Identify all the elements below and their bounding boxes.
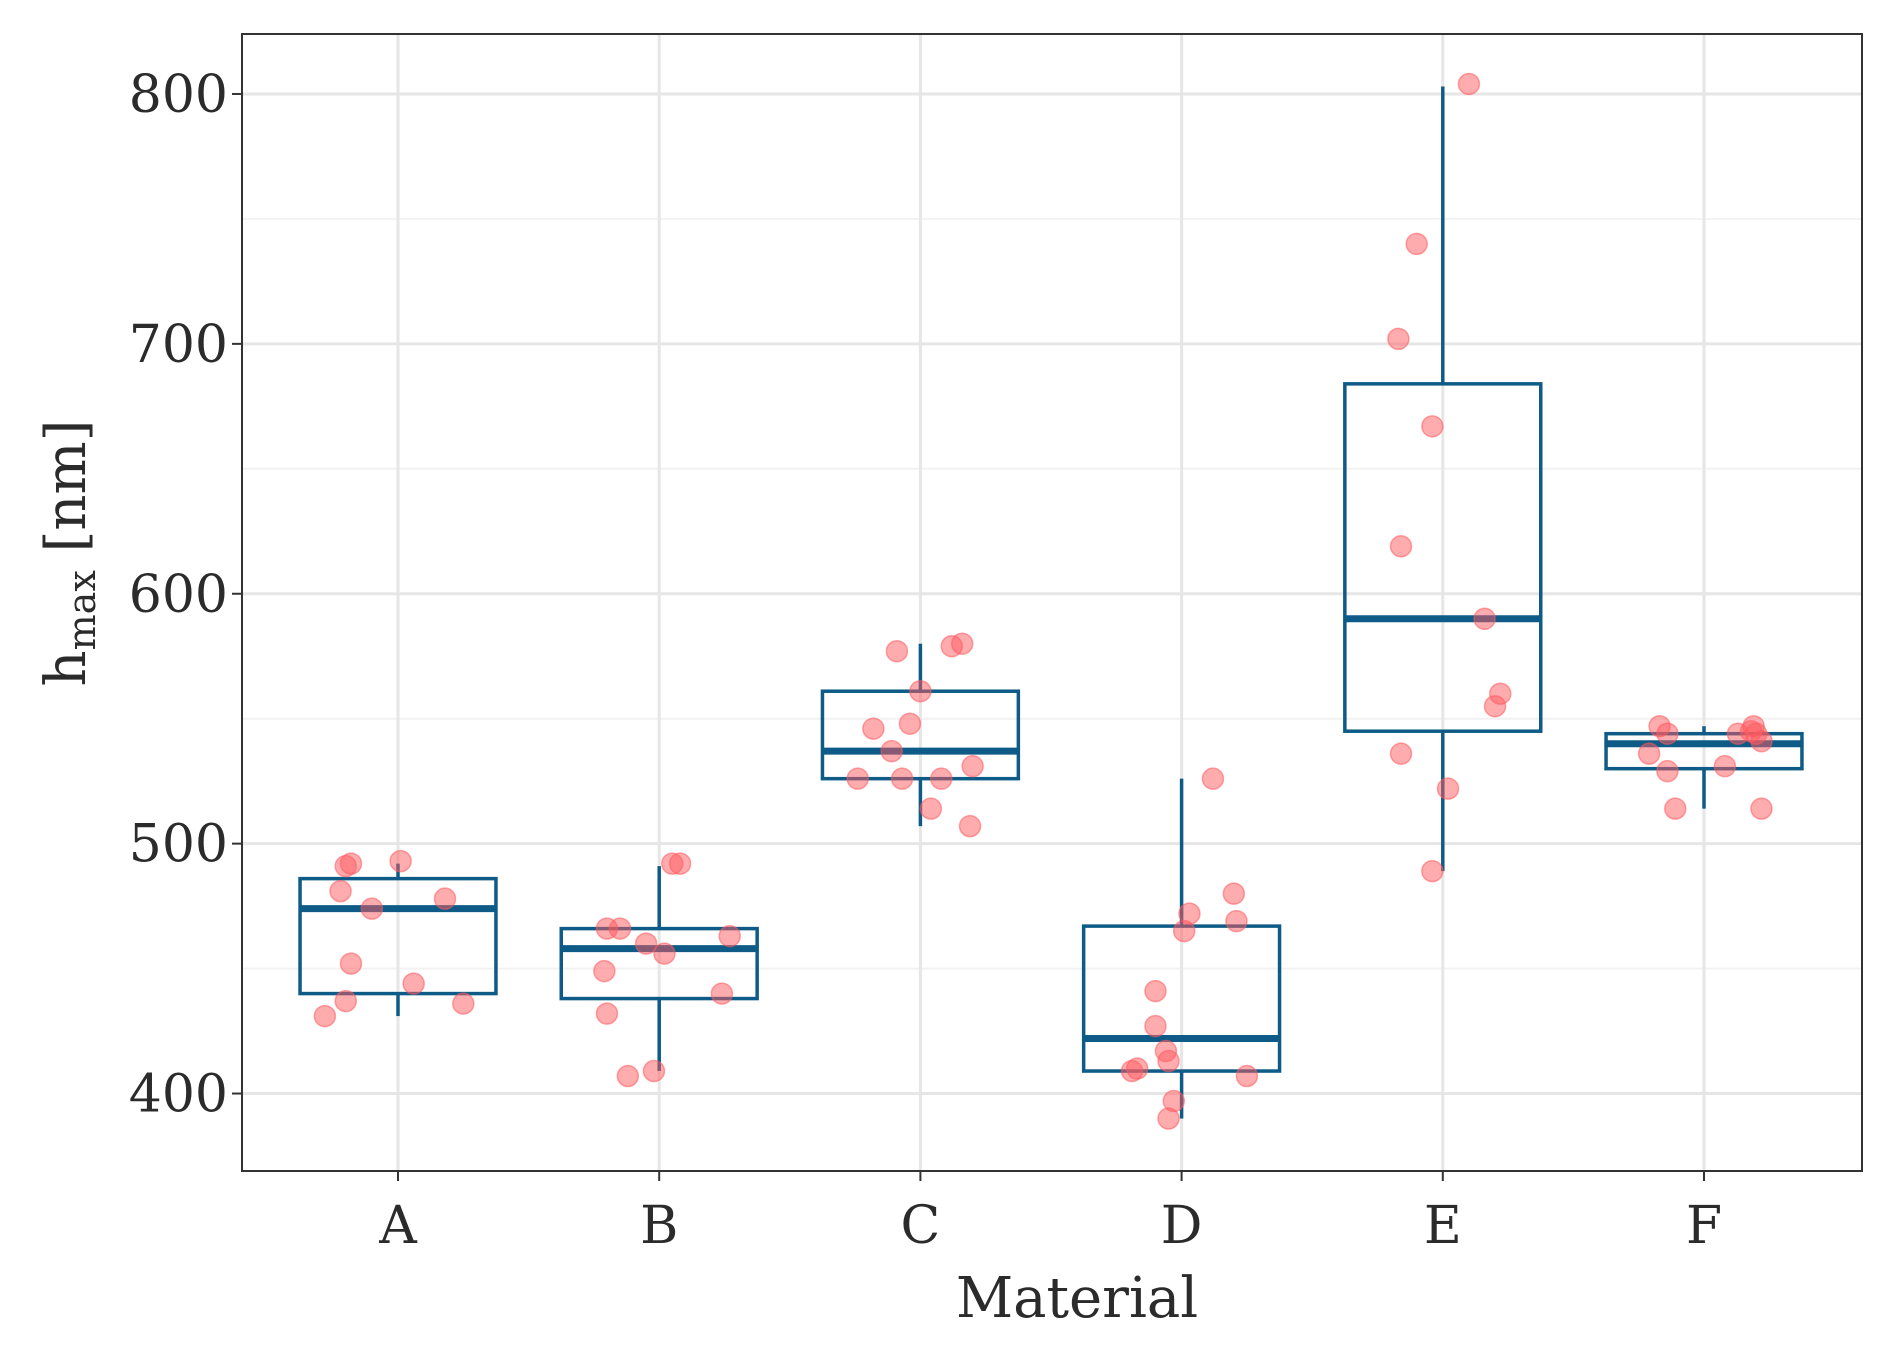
point-E-10 [1489, 682, 1512, 705]
point-D-3 [1144, 1014, 1167, 1038]
points-E [1387, 72, 1512, 883]
point-C-1 [862, 717, 885, 740]
point-C-3 [885, 639, 909, 663]
point-F-11 [1750, 797, 1773, 820]
point-C-0 [846, 767, 869, 790]
x-axis-title: Material [956, 1266, 1198, 1331]
x-tick-label-E: E [1424, 1196, 1462, 1256]
point-C-10 [950, 632, 974, 655]
point-F-5 [1713, 754, 1737, 778]
y-axis-title-unit: [nm] [34, 420, 99, 571]
points-B [593, 852, 741, 1088]
box-A [298, 876, 498, 996]
point-F-0 [1637, 742, 1661, 765]
point-A-6 [389, 849, 412, 873]
point-E-7 [1457, 72, 1481, 96]
point-B-4 [642, 1059, 666, 1083]
box-group-A [298, 863, 498, 1017]
point-B-10 [718, 924, 741, 948]
point-C-7 [919, 797, 943, 820]
point-D-2 [1144, 979, 1167, 1003]
box-F [1604, 731, 1804, 771]
point-C-11 [961, 754, 984, 778]
point-D-1 [1125, 1057, 1149, 1080]
point-C-8 [930, 767, 953, 790]
x-tick-label-C: C [901, 1196, 941, 1256]
point-C-2 [880, 739, 903, 763]
points-F [1637, 714, 1773, 820]
point-E-2 [1389, 742, 1413, 765]
box-B [559, 926, 759, 1001]
x-tick-label-B: B [640, 1196, 678, 1256]
panel-border [241, 33, 1863, 1172]
y-axis-title-main: h [34, 650, 99, 686]
point-B-6 [653, 942, 676, 965]
point-C-4 [890, 767, 914, 790]
point-B-3 [616, 1064, 640, 1088]
point-A-2 [339, 952, 363, 975]
point-D-13 [1235, 1064, 1259, 1088]
point-B-1 [593, 959, 616, 983]
point-E-4 [1421, 415, 1444, 438]
y-axis-title-subscript: max [60, 570, 104, 650]
point-E-5 [1421, 859, 1444, 883]
point-B-7 [608, 917, 632, 940]
point-C-6 [909, 679, 932, 703]
box-E [1343, 382, 1543, 733]
point-E-3 [1405, 232, 1428, 256]
x-tick-label-D: D [1161, 1196, 1203, 1256]
point-F-2 [1656, 722, 1679, 745]
y-tick-label-800: 800 [129, 65, 228, 125]
point-E-0 [1387, 327, 1410, 351]
point-B-9 [668, 852, 692, 875]
y-tick-label-500: 500 [129, 815, 228, 875]
x-tick-label-F: F [1686, 1196, 1722, 1256]
point-D-10 [1201, 767, 1225, 790]
axes: 400 500 600 700 800 A B C D E F [129, 65, 1722, 1256]
point-A-0 [313, 1004, 337, 1028]
points-C [846, 632, 984, 838]
point-A-5 [339, 852, 363, 875]
points-A [313, 849, 475, 1028]
grid-lines [242, 34, 1862, 1171]
point-D-11 [1222, 882, 1246, 905]
point-B-5 [634, 932, 658, 955]
point-E-1 [1389, 535, 1413, 558]
y-tick-label-700: 700 [129, 315, 228, 375]
point-A-3 [329, 879, 352, 903]
point-F-3 [1656, 759, 1679, 783]
point-B-11 [710, 982, 734, 1005]
point-A-9 [433, 887, 457, 910]
y-tick-label-400: 400 [129, 1065, 228, 1125]
point-A-8 [402, 972, 425, 995]
point-A-7 [360, 897, 384, 920]
box-group-E [1343, 86, 1543, 872]
point-B-2 [595, 1002, 619, 1025]
point-D-12 [1225, 909, 1248, 933]
point-D-5 [1157, 1049, 1180, 1073]
point-D-7 [1157, 1107, 1180, 1130]
point-A-1 [334, 989, 358, 1013]
y-tick-label-600: 600 [129, 565, 228, 625]
point-A-10 [452, 992, 475, 1015]
point-C-12 [958, 814, 982, 838]
point-F-4 [1664, 797, 1687, 820]
jitter-points [313, 72, 1773, 1130]
point-C-5 [898, 712, 922, 735]
point-E-6 [1436, 777, 1460, 800]
point-F-10 [1750, 729, 1773, 753]
points-D [1120, 767, 1259, 1130]
point-D-9 [1178, 902, 1201, 925]
x-tick-label-A: A [378, 1196, 418, 1256]
point-E-8 [1473, 607, 1496, 630]
y-axis-title: hmax [nm] [34, 420, 104, 687]
boxplots [298, 86, 1804, 1119]
